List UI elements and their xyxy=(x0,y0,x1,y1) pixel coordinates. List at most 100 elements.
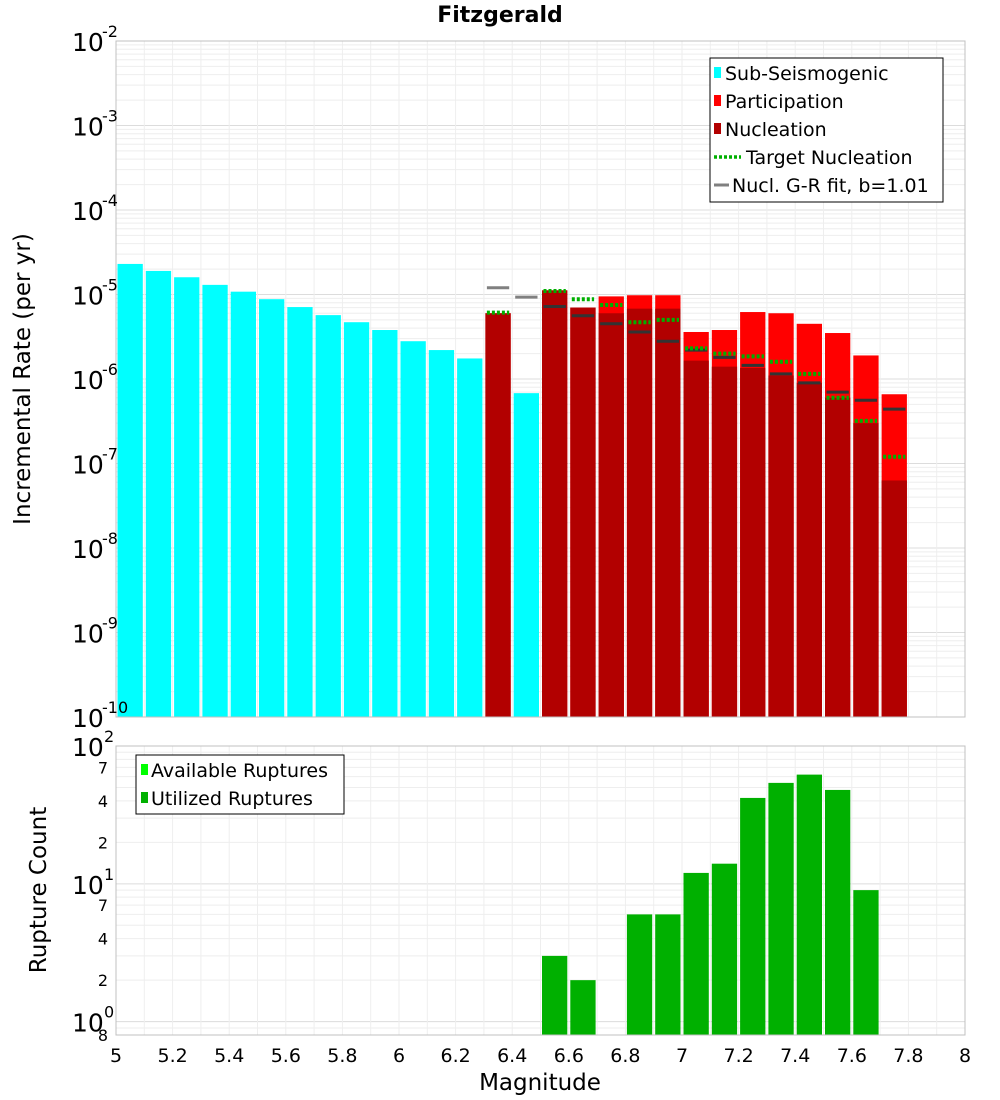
utilized-ruptures-bar xyxy=(796,774,822,1035)
top-legend: Sub-Seismogenic Participation Nucleation… xyxy=(709,57,944,203)
bottom-y-minor-tick-label: 4 xyxy=(98,792,108,811)
bottom-y-tick-exponent: 1 xyxy=(104,865,114,884)
nucleation-bar xyxy=(796,382,822,717)
top-y-tick-label: 10 xyxy=(72,28,104,57)
x-tick-label: 5.6 xyxy=(271,1045,301,1067)
top-y-tick-label: 10 xyxy=(72,282,104,311)
sub-seismogenic-bar xyxy=(259,299,285,717)
chart-title: Fitzgerald xyxy=(437,3,563,28)
sub-seismogenic-bar xyxy=(457,358,483,717)
nucleation-bar xyxy=(853,423,879,717)
utilized-ruptures-bar xyxy=(542,955,568,1035)
bottom-y-tick-exponent: 2 xyxy=(104,727,114,746)
nucleation-bar xyxy=(626,308,653,717)
top-y-tick-exponent: -3 xyxy=(102,107,118,126)
sub-seismogenic-bar xyxy=(372,330,398,717)
bottom-y-tick-label: 10 xyxy=(72,733,104,762)
x-tick-label: 5.2 xyxy=(157,1045,187,1067)
x-tick-label: 7.8 xyxy=(893,1045,923,1067)
bottom-plot-frame xyxy=(115,745,966,1036)
utilized-ruptures-bar xyxy=(740,797,766,1035)
legend-swatch-utilized-ruptures xyxy=(141,792,148,803)
bottom-legend-box xyxy=(135,754,345,815)
x-axis-title: Magnitude xyxy=(479,1070,601,1096)
sub-seismogenic-bar xyxy=(513,393,539,717)
bottom-y-minor-tick-label: 4 xyxy=(98,930,108,949)
x-tick-label: 8 xyxy=(959,1045,971,1067)
bottom-y-minor-tick-label: 7 xyxy=(98,758,108,777)
sub-seismogenic-bar xyxy=(400,341,426,717)
legend-swatch-nucleation xyxy=(714,123,721,134)
sub-seismogenic-bar xyxy=(117,263,143,717)
sub-seismogenic-bar xyxy=(428,350,455,717)
bottom-y-axis-title: Rupture Count xyxy=(26,807,52,973)
top-y-tick-label: 10 xyxy=(72,366,104,395)
utilized-ruptures-bar xyxy=(825,789,851,1035)
nucleation-bar xyxy=(570,307,596,717)
top-y-tick-exponent: -9 xyxy=(102,614,118,633)
top-y-tick-exponent: -6 xyxy=(102,360,118,379)
x-tick-label: 7.6 xyxy=(837,1045,867,1067)
bottom-legend: Available Ruptures Utilized Ruptures xyxy=(135,754,345,815)
bottom-y-minor-tick-label: 7 xyxy=(98,896,108,915)
top-bars xyxy=(117,263,907,717)
bottom-y-tick-label: 10 xyxy=(72,1009,104,1038)
x-tick-label: 5.4 xyxy=(214,1045,244,1067)
top-grid xyxy=(115,41,966,718)
utilized-ruptures-bar xyxy=(853,890,879,1035)
nucleation-bar xyxy=(768,375,794,717)
x-tick-label: 6 xyxy=(393,1045,405,1067)
nucleation-bar xyxy=(683,360,709,717)
sub-seismogenic-bar xyxy=(287,307,313,717)
legend-label-target-nucleation: Target Nucleation xyxy=(745,147,913,169)
bottom-bars xyxy=(542,774,879,1035)
sub-seismogenic-bar xyxy=(145,270,172,717)
x-tick-label: 7.2 xyxy=(723,1045,753,1067)
x-tick-label: 5 xyxy=(110,1045,122,1067)
top-y-tick-label: 10 xyxy=(72,451,104,480)
top-y-tick-exponent: -8 xyxy=(102,529,118,548)
nucleation-bar xyxy=(485,313,511,717)
bottom-y-tick-exponent: 0 xyxy=(104,1003,114,1022)
top-y-tick-label: 10 xyxy=(72,704,104,733)
legend-label-available-ruptures: Available Ruptures xyxy=(151,760,328,782)
x-tick-labels: 5 5.2 5.4 5.6 5.8 6 6.2 6.4 6.6 6.8 7 7.2 7.4 7.6 7.8 8 xyxy=(110,1045,971,1067)
top-legend-box xyxy=(709,57,944,203)
legend-swatch-available-ruptures xyxy=(141,764,148,775)
nucleation-bar xyxy=(542,290,568,717)
x-tick-label: 6.8 xyxy=(610,1045,640,1067)
legend-label-utilized-ruptures: Utilized Ruptures xyxy=(151,788,313,810)
x-tick-label: 5.8 xyxy=(327,1045,357,1067)
top-y-tick-label: 10 xyxy=(72,197,104,226)
nucleation-bar xyxy=(740,367,766,717)
x-tick-label: 6.2 xyxy=(440,1045,470,1067)
top-y-tick-exponent: -4 xyxy=(102,191,118,210)
sub-seismogenic-bar xyxy=(315,315,341,717)
legend-swatch-participation xyxy=(714,95,721,106)
top-y-tick-exponent: -7 xyxy=(102,445,118,464)
bottom-y-minor-tick-label: 8 xyxy=(98,1026,108,1045)
top-y-tick-exponent: -5 xyxy=(102,276,118,295)
top-y-tick-exponent: -10 xyxy=(102,698,128,717)
bottom-y-tick-label: 10 xyxy=(72,871,104,900)
legend-label-sub-seismogenic: Sub-Seismogenic xyxy=(725,63,889,85)
nucleation-bar xyxy=(881,480,907,717)
legend-label-gr-fit: Nucl. G-R fit, b=1.01 xyxy=(732,175,929,197)
utilized-ruptures-bar xyxy=(711,863,738,1035)
utilized-ruptures-bar xyxy=(570,980,596,1035)
utilized-ruptures-bar xyxy=(768,782,794,1035)
nucleation-bar xyxy=(598,313,624,717)
top-y-tick-label: 10 xyxy=(72,535,104,564)
top-y-tick-label: 10 xyxy=(72,113,104,142)
legend-label-participation: Participation xyxy=(725,91,844,113)
sub-seismogenic-bar xyxy=(174,277,200,717)
top-y-axis-title: Incremental Rate (per yr) xyxy=(10,233,36,525)
top-y-tick-label: 10 xyxy=(72,620,104,649)
bottom-y-minor-tick-label: 2 xyxy=(98,833,108,852)
utilized-ruptures-bar xyxy=(655,914,681,1035)
sub-seismogenic-bar xyxy=(202,284,228,717)
